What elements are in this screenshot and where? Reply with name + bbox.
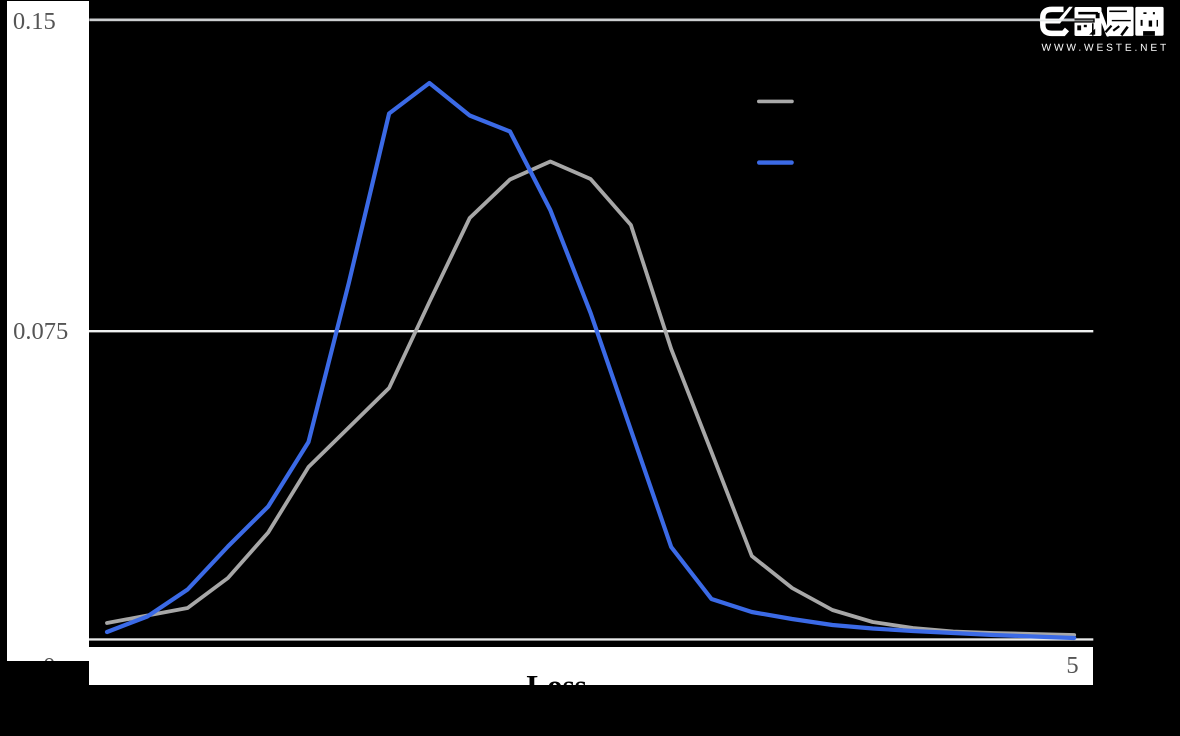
svg-text:WWW.WESTE.NET: WWW.WESTE.NET [1041, 43, 1169, 54]
